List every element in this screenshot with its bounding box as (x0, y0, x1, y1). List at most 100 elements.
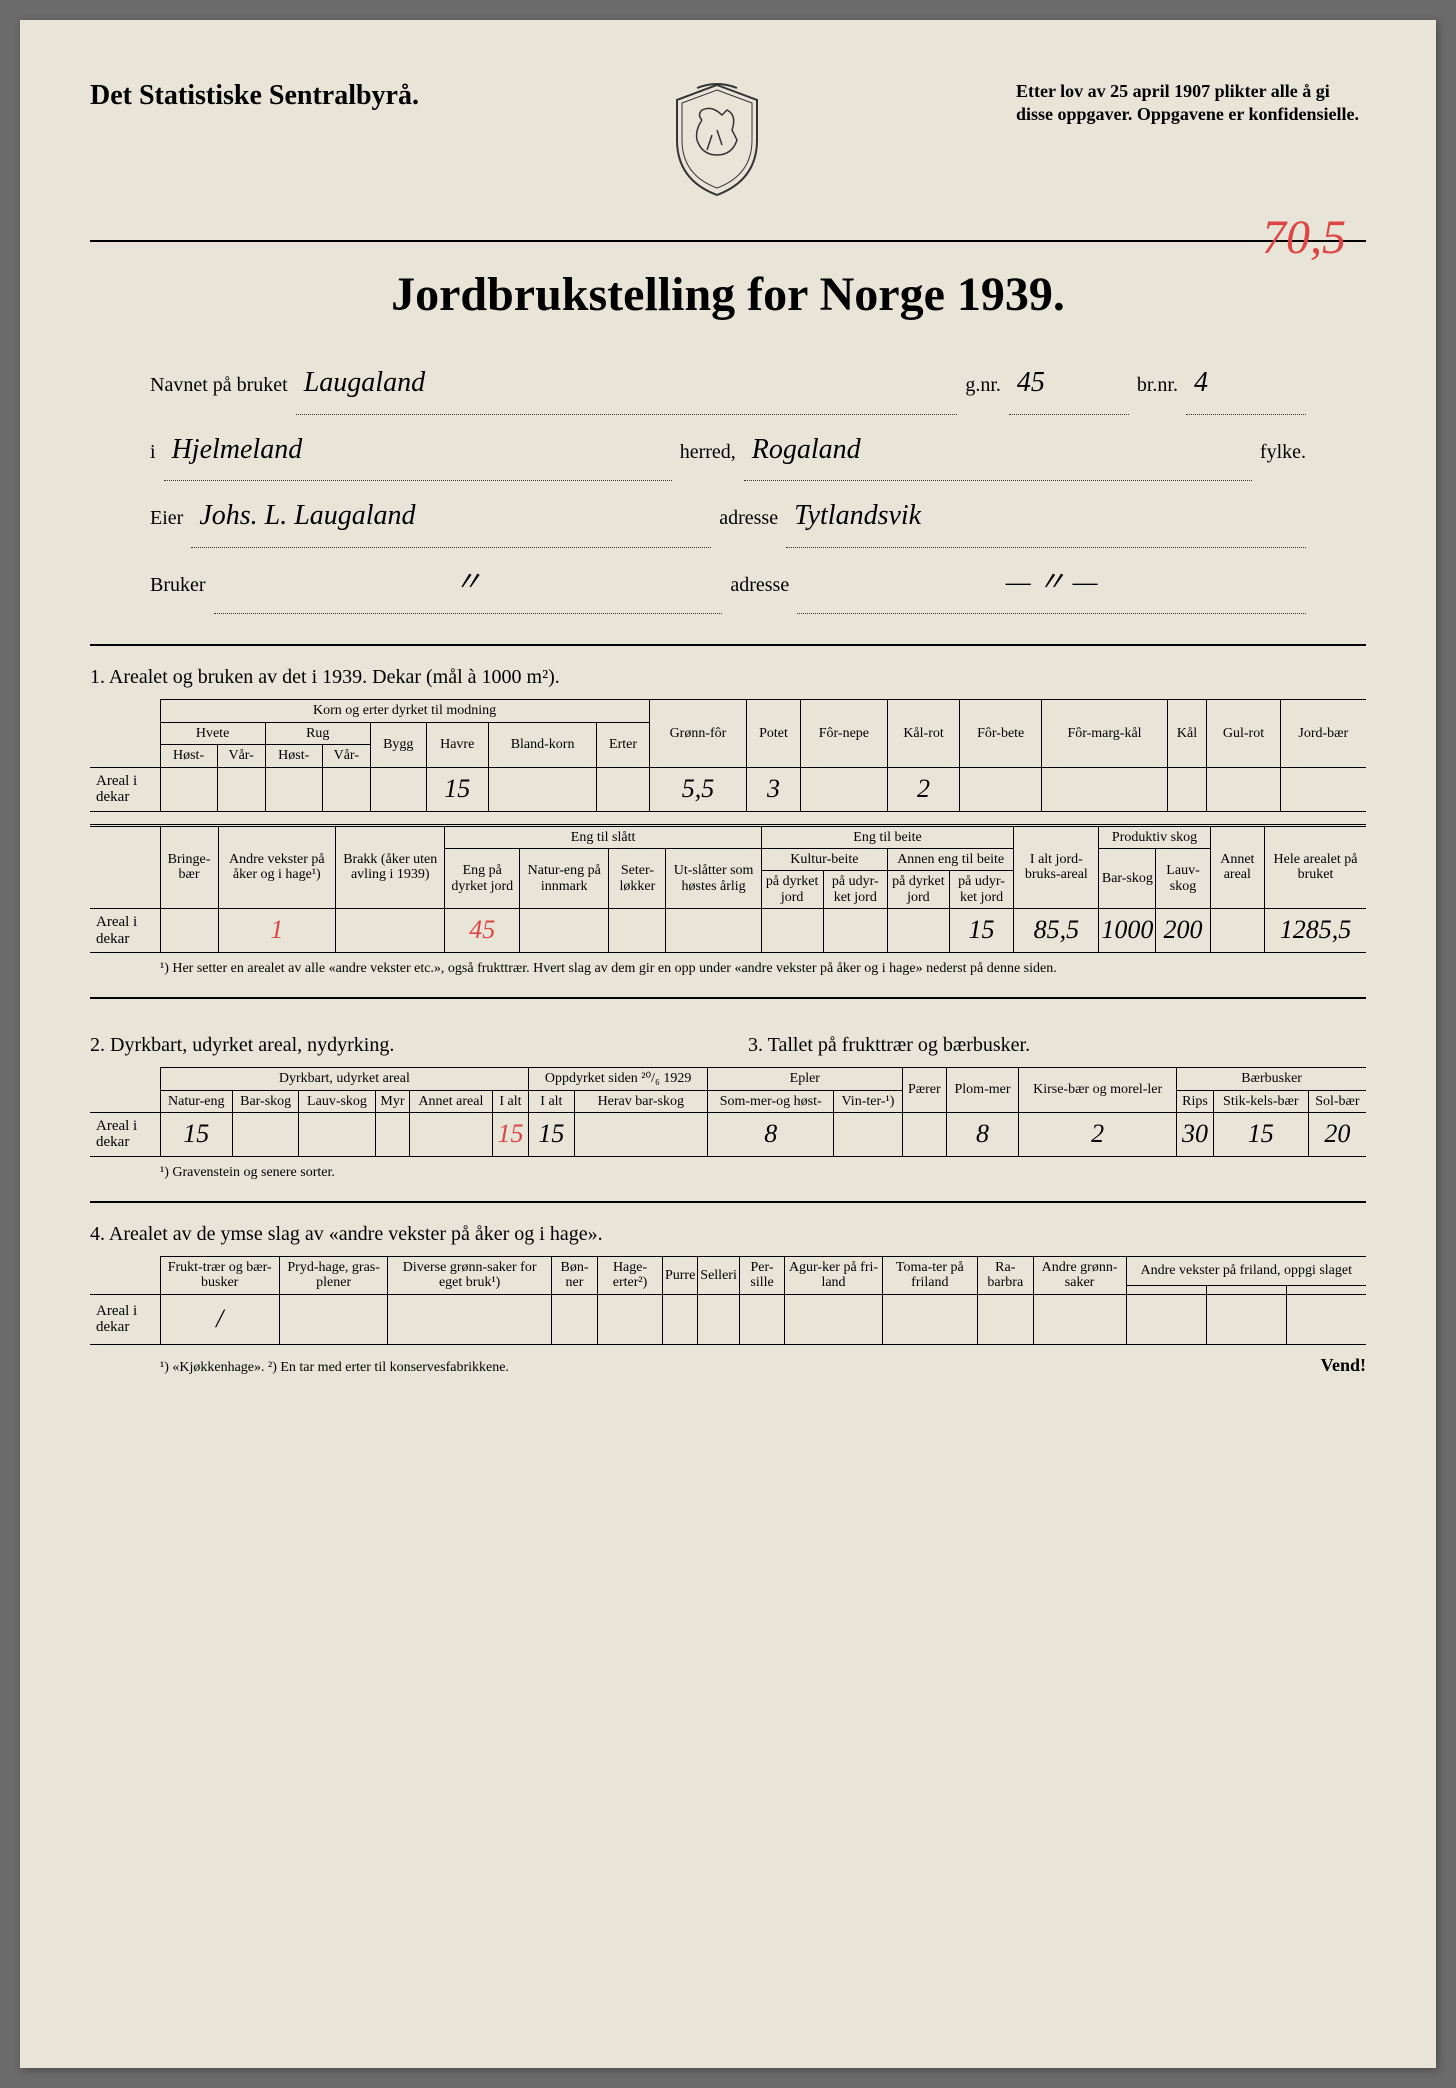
th-frukttraer: Frukt-trær og bær-busker (160, 1256, 279, 1294)
th-paerer: Pærer (902, 1068, 946, 1113)
bruker-value: 〃 (214, 552, 723, 615)
th-oppdyrket: Oppdyrket siden ²⁰/₆ 1929 (529, 1068, 708, 1090)
th-ialt2: I alt (492, 1090, 529, 1112)
header: Det Statistiske Sentralbyrå. Etter lov a… (90, 80, 1366, 200)
th-rabarbra: Ra-barbra (977, 1256, 1033, 1294)
th-fornepe: Fôr-nepe (800, 700, 887, 767)
th-diverse: Diverse grønn-saker for eget bruk¹) (388, 1256, 551, 1294)
th-kal: Kål (1167, 700, 1207, 767)
th-hele: Hele arealet på bruket (1264, 825, 1366, 909)
th-natureng: Natur-eng på innmark (520, 848, 609, 908)
th-persille: Per-sille (739, 1256, 784, 1294)
th-formargkal: Fôr-marg-kål (1042, 700, 1167, 767)
adresse2-value: — 〃 — (797, 552, 1306, 615)
th-barskog2: Bar-skog (233, 1090, 299, 1112)
val-ialt-opp: 15 (529, 1112, 574, 1156)
th-lauvskog2: Lauv-skog (299, 1090, 376, 1112)
adresse-label-1: adresse (719, 496, 778, 540)
th-kulturbeite: Kultur-beite (761, 848, 887, 870)
th-host1: Høst- (160, 745, 217, 767)
brnr-label: br.nr. (1137, 363, 1178, 407)
th-pa-dyrket1: på dyrket jord (761, 871, 823, 909)
th-solbaer: Sol-bær (1308, 1090, 1366, 1112)
th-gulrot: Gul-rot (1207, 700, 1280, 767)
th-brakk: Brakk (åker uten avling i 1939) (336, 825, 445, 909)
table-4: Frukt-trær og bær-busker Pryd-hage, gras… (90, 1256, 1366, 1345)
val-andre: 1 (218, 909, 335, 953)
herred-label: herred, (680, 430, 736, 474)
th-forbete: Fôr-bete (959, 700, 1041, 767)
eier-value: Johs. L. Laugaland (191, 485, 711, 548)
gnr-label: g.nr. (965, 363, 1001, 407)
val-lauvskog: 200 (1156, 909, 1210, 953)
th-baerbusker: Bærbusker (1177, 1068, 1366, 1090)
legal-notice: Etter lov av 25 april 1907 plikter alle … (1016, 80, 1366, 127)
th-potet: Potet (747, 700, 800, 767)
th-pa-udyrket2: på udyr-ket jord (949, 871, 1013, 909)
th-natureng2: Natur-eng (160, 1090, 233, 1112)
th-bringebaer: Bringe-bær (160, 825, 218, 909)
val-potet: 3 (747, 767, 800, 811)
th-epler: Epler (708, 1068, 903, 1090)
th-dyrkbart: Dyrkbart, udyrket areal (160, 1068, 529, 1090)
th-andre-gronnsaker: Andre grønn-saker (1033, 1256, 1126, 1294)
th-pa-udyrket1: på udyr-ket jord (823, 871, 887, 909)
th-eng-beite: Eng til beite (761, 825, 1014, 848)
th-prydhage: Pryd-hage, gras-plener (279, 1256, 388, 1294)
th-annet-areal: Annet areal (1210, 825, 1264, 909)
th-hvete: Hvete (160, 722, 265, 744)
th-var2: Vår- (322, 745, 370, 767)
i-label: i (150, 430, 156, 474)
kommune-value: Hjelmeland (164, 419, 672, 482)
th-host2: Høst- (265, 745, 322, 767)
th-myr: Myr (375, 1090, 409, 1112)
fylke-label: fylke. (1260, 430, 1306, 474)
adresse1-value: Tytlandsvik (786, 485, 1306, 548)
th-sommer: Som-mer-og høst- (708, 1090, 834, 1112)
org-name: Det Statistiske Sentralbyrå. (90, 80, 419, 112)
th-annet2: Annet areal (410, 1090, 493, 1112)
val-frukttraer: / (160, 1294, 279, 1344)
row-label-1a: Areal i dekar (90, 767, 160, 811)
vend-label: Vend! (1321, 1355, 1366, 1376)
row-label-1b: Areal i dekar (90, 909, 160, 953)
navnet-value: Laugaland (296, 352, 958, 415)
th-var1: Vår- (217, 745, 265, 767)
th-annen-beite: Annen eng til beite (888, 848, 1014, 870)
th-purre: Purre (662, 1256, 697, 1294)
th-erter: Erter (597, 722, 649, 767)
val-sommer: 8 (708, 1112, 834, 1156)
val-kalrot: 2 (888, 767, 960, 811)
th-vinter: Vin-ter-¹) (834, 1090, 902, 1112)
val-kirsebaer: 2 (1019, 1112, 1177, 1156)
th-hageerter: Hage-erter²) (598, 1256, 663, 1294)
val-ialt-dyrk: 15 (492, 1112, 529, 1156)
footnote-1: ¹) Her setter en arealet av alle «andre … (90, 961, 1366, 977)
form-fields: Navnet på bruket Laugaland g.nr. 45 br.n… (150, 352, 1306, 614)
th-jordbaer: Jord-bær (1280, 700, 1366, 767)
section1-title: 1. Arealet og bruken av det i 1939. Deka… (90, 666, 1366, 689)
red-annotation-top: 70,5 (1262, 210, 1346, 265)
val-rips: 30 (1177, 1112, 1214, 1156)
val-annen-udyrket: 15 (949, 909, 1013, 953)
th-selleri: Selleri (698, 1256, 740, 1294)
th-gronnfor: Grønn-fôr (649, 700, 747, 767)
th-rug: Rug (265, 722, 370, 744)
eier-label: Eier (150, 496, 183, 540)
th-eng-slatt: Eng til slått (445, 825, 761, 848)
th-ialt3: I alt (529, 1090, 574, 1112)
val-eng-dyrket: 45 (445, 909, 520, 953)
val-barskog: 1000 (1099, 909, 1156, 953)
coat-of-arms-icon (667, 80, 767, 200)
footnote-4: ¹) «Kjøkkenhage». ²) En tar med erter ti… (90, 1360, 509, 1376)
th-pa-dyrket2: på dyrket jord (888, 871, 950, 909)
gnr-value: 45 (1009, 352, 1129, 415)
th-ialt-jord: I alt jord-bruks-areal (1014, 825, 1099, 909)
th-rips: Rips (1177, 1090, 1214, 1112)
th-havre: Havre (426, 722, 488, 767)
th-kalrot: Kål-rot (888, 700, 960, 767)
th-bygg: Bygg (370, 722, 426, 767)
th-andre-friland: Andre vekster på friland, oppgi slaget (1126, 1256, 1366, 1285)
section2-title: 2. Dyrkbart, udyrket areal, nydyrking. (90, 1034, 708, 1057)
row-label-23: Areal i dekar (90, 1112, 160, 1156)
